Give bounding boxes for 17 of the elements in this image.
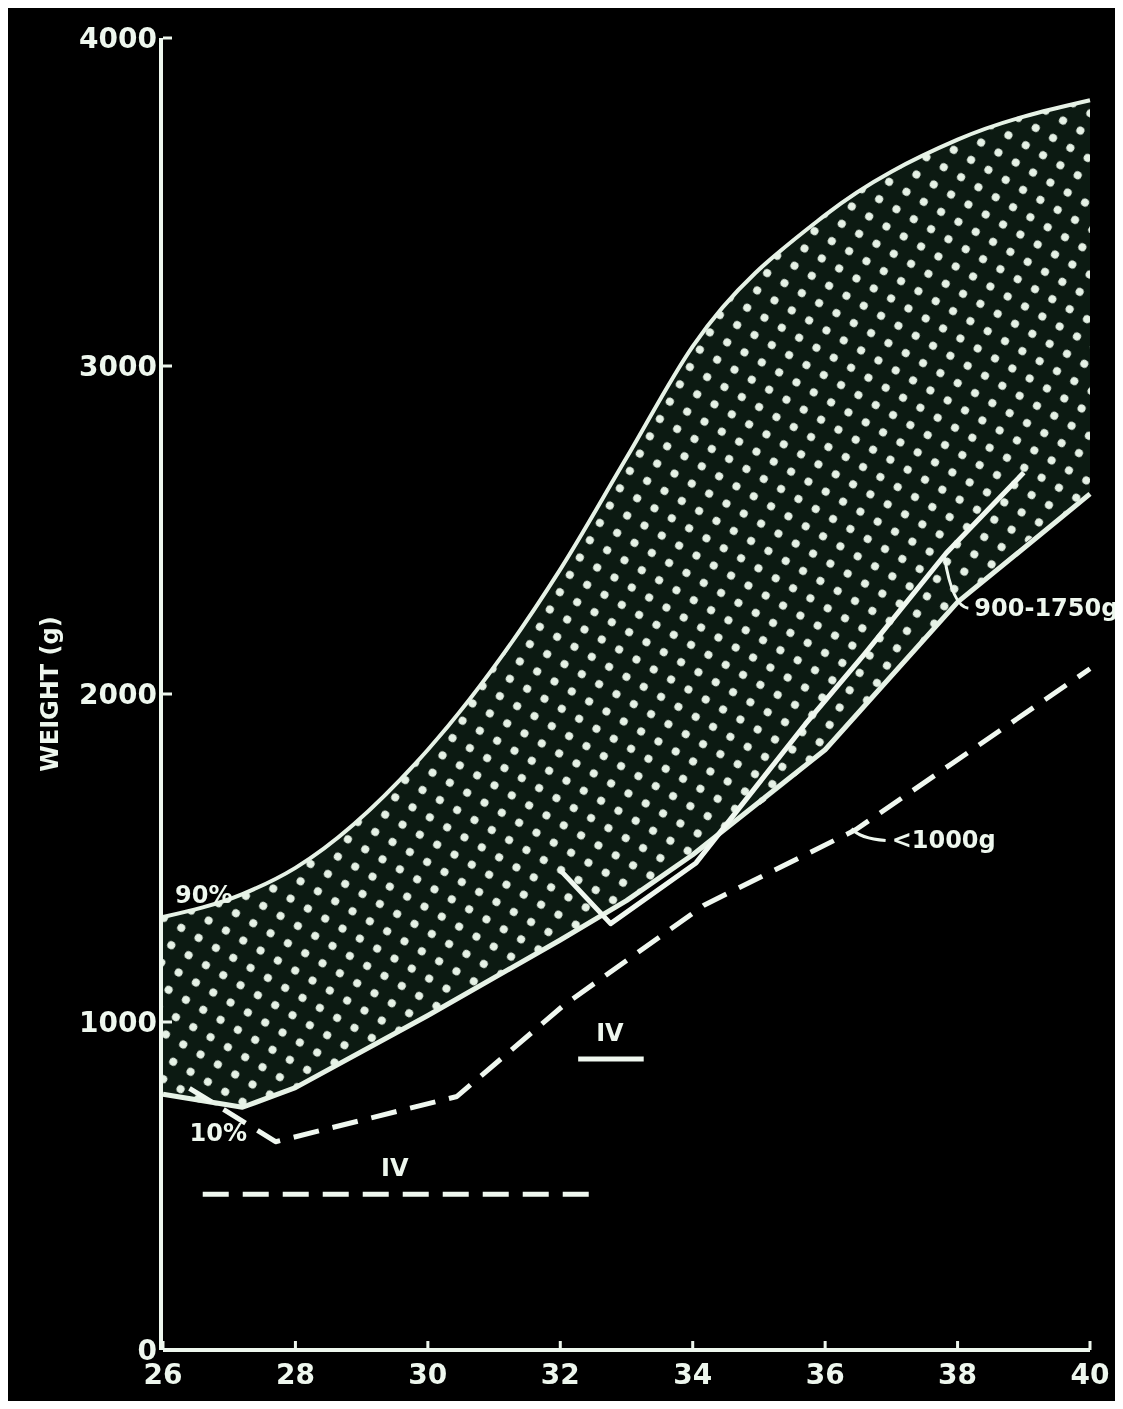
x-tick-label: 28 [275,1358,315,1391]
annotation: IV [380,1154,409,1183]
annotation: IV [596,1019,625,1048]
y-axis-title: WEIGHT (g) [36,616,64,772]
y-tick-label: 2000 [79,678,157,711]
y-tick-label: 1000 [79,1006,157,1039]
annotation: 10% [189,1118,247,1147]
x-tick-label: 36 [805,1358,845,1391]
annotation: <1000g [891,826,996,855]
y-tick-label: 3000 [79,350,157,383]
x-tick-label: 34 [673,1358,713,1391]
y-tick-label: 4000 [79,22,157,55]
x-tick-label: 30 [408,1358,448,1391]
x-tick-label: 40 [1070,1358,1110,1391]
x-tick-label: 38 [938,1358,978,1391]
x-tick-label: 32 [540,1358,580,1391]
annotation: 90% [175,881,233,910]
